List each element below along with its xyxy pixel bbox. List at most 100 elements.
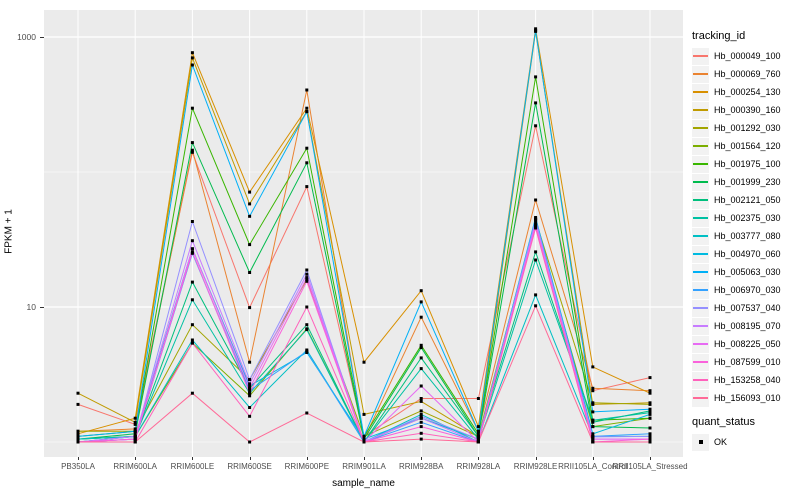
y-tick-label: 10 xyxy=(26,302,36,312)
legend-label: Hb_087599_010 xyxy=(714,357,781,367)
legend-item-Hb_008225_050: Hb_008225_050 xyxy=(692,335,798,353)
legend-key xyxy=(692,209,709,227)
legend-key-line-icon xyxy=(693,109,708,111)
legend-item-Hb_002375_030: Hb_002375_030 xyxy=(692,209,798,227)
data-point xyxy=(248,271,252,274)
legend-key xyxy=(692,281,709,299)
data-point xyxy=(133,420,137,424)
data-point xyxy=(419,346,423,350)
data-point xyxy=(190,341,194,345)
data-point xyxy=(133,437,137,441)
data-point xyxy=(248,440,252,444)
legend-item-Hb_153258_040: Hb_153258_040 xyxy=(692,371,798,389)
legend-label: Hb_008195_070 xyxy=(714,321,781,331)
data-point xyxy=(419,289,423,293)
legend-key-line-icon xyxy=(693,199,708,201)
y-tick-mark xyxy=(40,307,44,308)
legend-key xyxy=(692,119,709,137)
legend-key-line-icon xyxy=(693,163,708,165)
legend-label: Hb_005063_030 xyxy=(714,267,781,277)
data-point xyxy=(190,106,194,110)
data-point xyxy=(534,226,538,230)
legend-label: Hb_007537_040 xyxy=(714,303,781,313)
data-point xyxy=(133,434,137,438)
data-point xyxy=(362,360,366,364)
plot-panel xyxy=(44,10,683,457)
legend-key-line-icon xyxy=(693,397,708,399)
legend-key xyxy=(692,317,709,335)
data-point xyxy=(362,440,366,444)
data-point xyxy=(476,434,480,438)
legend-key xyxy=(692,389,709,407)
data-point xyxy=(648,416,652,420)
data-point xyxy=(476,425,480,429)
legend-label: Hb_000049_100 xyxy=(714,51,781,61)
x-tick-label-RRII105LA_Control: RRII105LA_Control xyxy=(558,462,628,471)
x-tick-mark xyxy=(364,457,365,460)
legend-key xyxy=(692,245,709,263)
data-point xyxy=(476,440,480,444)
data-point xyxy=(591,425,595,429)
data-point xyxy=(133,429,137,433)
data-point xyxy=(248,384,252,388)
legend-key xyxy=(692,335,709,353)
legend-key xyxy=(692,227,709,245)
data-point xyxy=(534,293,538,297)
data-point xyxy=(419,431,423,435)
legend-item-Hb_008195_070: Hb_008195_070 xyxy=(692,317,798,335)
data-point xyxy=(419,300,423,304)
legend-key xyxy=(692,101,709,119)
legend-label: Hb_156093_010 xyxy=(714,393,781,403)
data-point xyxy=(248,414,252,418)
data-point xyxy=(476,437,480,441)
x-tick-mark xyxy=(192,457,194,460)
data-point xyxy=(362,437,366,441)
legend-key xyxy=(692,83,709,101)
data-point xyxy=(248,360,252,364)
x-tick-mark xyxy=(478,457,480,460)
data-point xyxy=(190,250,194,254)
x-tick-mark xyxy=(592,457,594,460)
data-point xyxy=(591,389,595,393)
x-tick-mark xyxy=(650,457,651,460)
data-point xyxy=(76,432,80,436)
data-point xyxy=(648,376,652,380)
data-point xyxy=(591,410,595,414)
legend-quant-status: quant_status OK xyxy=(692,416,798,451)
legend-key-line-icon xyxy=(693,307,708,309)
data-point xyxy=(248,243,252,247)
data-point xyxy=(190,148,194,152)
data-point xyxy=(190,51,194,55)
data-point xyxy=(133,432,137,436)
legend-label: Hb_002375_030 xyxy=(714,213,781,223)
ok-point-icon xyxy=(698,440,703,444)
data-point xyxy=(305,305,309,309)
data-point xyxy=(305,277,309,281)
legend-item-Hb_006970_030: Hb_006970_030 xyxy=(692,281,798,299)
data-point xyxy=(305,349,309,353)
data-point xyxy=(591,437,595,441)
data-point xyxy=(648,412,652,416)
data-point xyxy=(248,386,252,390)
x-tick-label-RRIM600LA: RRIM600LA xyxy=(113,462,157,471)
legend-key xyxy=(692,137,709,155)
x-tick-label-RRIM901LA: RRIM901LA xyxy=(342,462,386,471)
x-tick-mark xyxy=(78,457,79,460)
data-point xyxy=(534,222,538,226)
data-point xyxy=(591,401,595,405)
data-point xyxy=(648,440,652,444)
data-point xyxy=(591,365,595,369)
legend-key xyxy=(692,263,709,281)
data-point xyxy=(190,141,194,145)
data-point xyxy=(190,63,194,67)
data-point xyxy=(534,75,538,79)
x-tick-mark xyxy=(135,457,137,460)
legend-item-Hb_000254_130: Hb_000254_130 xyxy=(692,83,798,101)
data-point xyxy=(190,150,194,154)
legend-key-ok xyxy=(692,433,709,451)
legend-title-quant-status: quant_status xyxy=(692,416,755,428)
data-point xyxy=(648,401,652,405)
data-point xyxy=(419,414,423,418)
data-point xyxy=(190,298,194,302)
legend-key xyxy=(692,371,709,389)
